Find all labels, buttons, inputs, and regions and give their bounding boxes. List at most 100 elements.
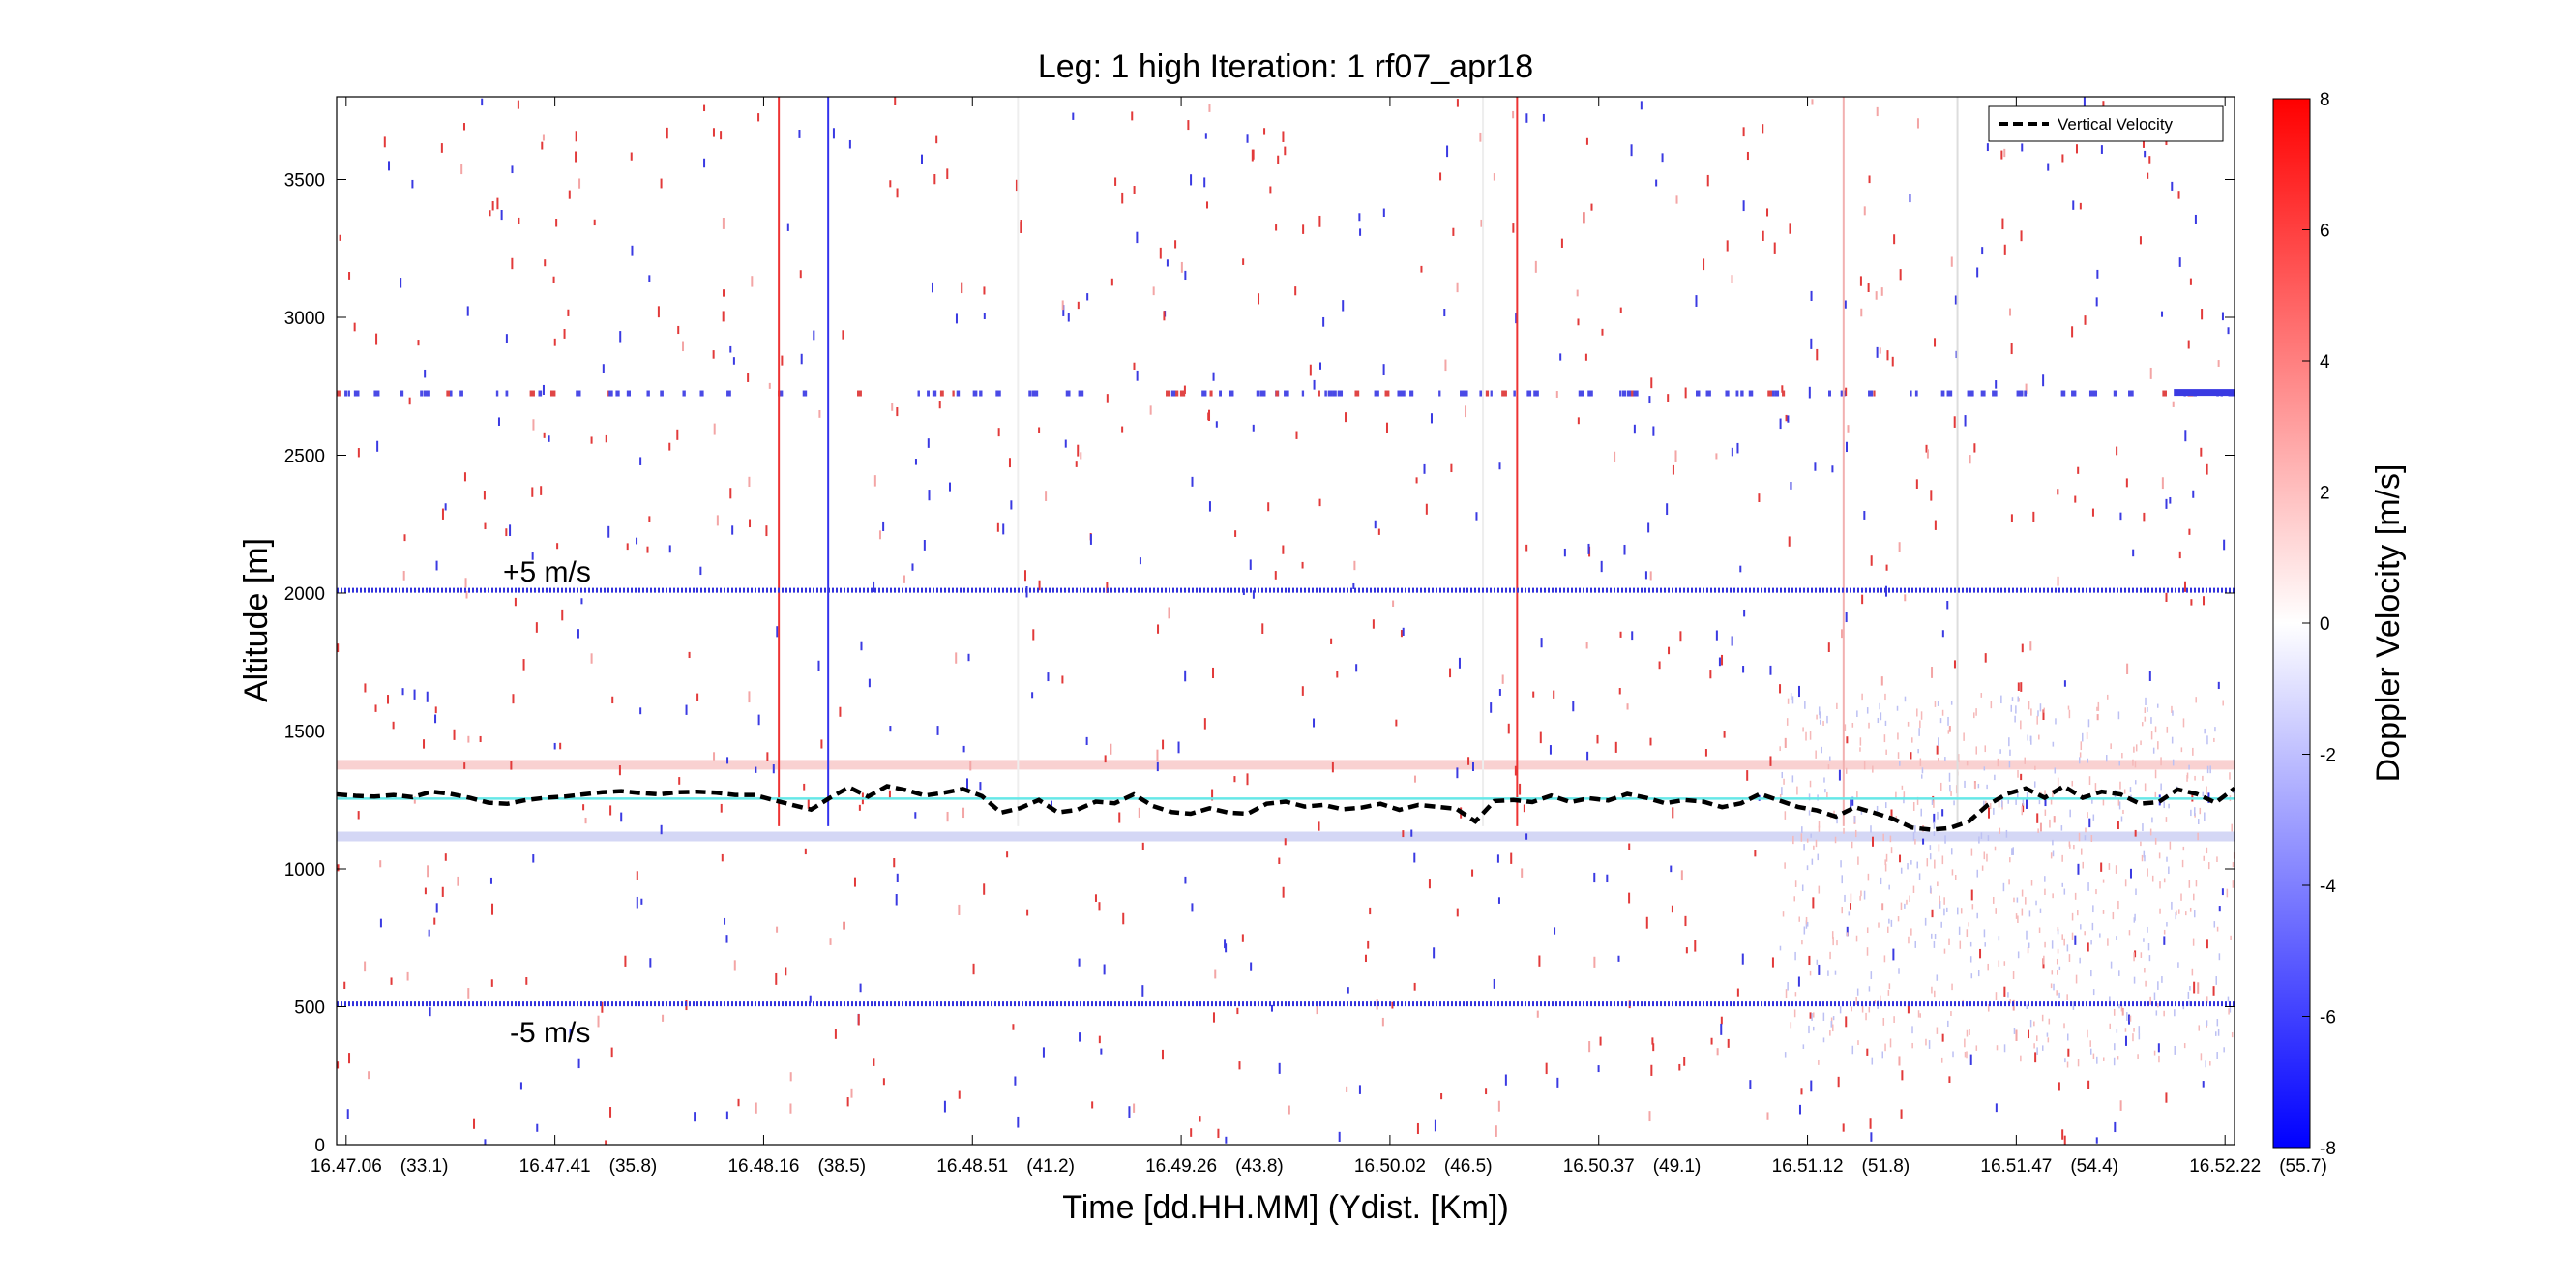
speckle — [624, 955, 627, 967]
speckle — [873, 475, 876, 487]
speckle — [1647, 522, 1650, 533]
speckle — [619, 331, 622, 343]
patch-speckle — [2086, 731, 2088, 740]
patch-speckle — [2118, 761, 2120, 766]
speckle — [1870, 1132, 1873, 1142]
patch-speckle — [2060, 825, 2063, 831]
stripe-speck — [1438, 390, 1441, 397]
speckle — [368, 1071, 370, 1080]
x-tick-dist-label: (38.5) — [817, 1156, 866, 1177]
patch-speckle — [2154, 791, 2157, 798]
patch-speckle — [2049, 819, 2051, 828]
speckle — [1743, 609, 1746, 617]
patch-speckle — [2182, 718, 2185, 728]
speckle — [435, 560, 438, 571]
speckle — [1979, 948, 1982, 959]
speckle — [640, 898, 643, 905]
patch-speckle — [2071, 912, 2074, 921]
patch-speckle — [1964, 780, 1966, 788]
patch-speckle — [1878, 922, 1880, 928]
speckle — [713, 752, 716, 761]
patch-speckle — [2188, 880, 2191, 888]
patch-speckle — [2112, 911, 2115, 920]
patch-speckle — [1943, 908, 1945, 916]
patch-speckle — [1781, 771, 1784, 779]
patch-speckle — [2005, 829, 2008, 838]
speckle — [676, 429, 679, 440]
x-tick-dist-label: (43.8) — [1235, 1156, 1284, 1177]
patch-speckle — [2095, 888, 2097, 895]
speckle — [1670, 865, 1673, 873]
patch-speckle — [2117, 900, 2119, 910]
speckle — [660, 824, 663, 835]
speckle — [522, 659, 525, 671]
patch-speckle — [2134, 761, 2137, 768]
speckle — [1519, 783, 1522, 795]
patch-speckle — [2223, 1047, 2225, 1053]
patch-speckle — [1933, 831, 1936, 836]
patch-speckle — [2052, 893, 2054, 899]
speckle — [1514, 765, 1517, 776]
patch-speckle — [1943, 948, 1946, 954]
patch-speckle — [1936, 974, 1939, 981]
speckle — [1456, 282, 1459, 293]
speckle — [1121, 192, 1124, 204]
speckle — [1984, 653, 1987, 663]
speckle — [1614, 451, 1616, 462]
speckle — [1208, 104, 1211, 112]
patch-speckle — [1996, 1045, 1999, 1051]
speckle — [2147, 172, 2149, 179]
patch-speckle — [2026, 791, 2028, 799]
patch-speckle — [2168, 803, 2170, 809]
speckle — [511, 165, 514, 174]
patch-speckle — [2061, 934, 2063, 940]
x-tick-label: 16.49.26 — [1145, 1156, 1217, 1177]
patch-speckle — [1889, 1038, 1892, 1048]
speckle — [484, 522, 487, 530]
speckle — [1586, 751, 1589, 761]
patch-speckle — [2145, 697, 2147, 706]
patch-speckle — [1859, 895, 1861, 901]
speckle — [1456, 908, 1459, 917]
speckle — [1953, 660, 1956, 669]
x-tick-label: 16.47.06 — [311, 1156, 382, 1177]
patch-speckle — [1803, 926, 1806, 935]
patch-speckle — [2138, 1026, 2141, 1034]
speckle — [1077, 301, 1080, 310]
speckle — [510, 761, 513, 770]
speckle — [1100, 1048, 1103, 1055]
patch-speckle — [2206, 847, 2208, 854]
speckle — [1675, 195, 1678, 204]
speckle — [519, 1082, 522, 1090]
speckle — [2025, 383, 2028, 394]
speckle — [376, 440, 379, 452]
patch-speckle — [2036, 715, 2038, 725]
speckle — [1415, 477, 1418, 484]
speckle — [1212, 372, 1215, 381]
patch-speckle — [2195, 697, 2197, 703]
patch-speckle — [1888, 884, 1890, 890]
patch-speckle — [1793, 1009, 1796, 1018]
stripe-speck — [1967, 390, 1973, 397]
patch-speckle — [1815, 750, 1817, 759]
patch-speckle — [2015, 705, 2017, 714]
speckle — [809, 995, 812, 1003]
speckle — [402, 570, 405, 581]
speckle — [731, 525, 734, 535]
patch-speckle — [1793, 896, 1795, 902]
speckle — [1652, 1043, 1655, 1052]
patch-speckle — [1911, 737, 1913, 743]
patch-speckle — [2149, 828, 2152, 836]
speckle — [983, 883, 986, 895]
patch-speckle — [1929, 885, 1932, 893]
patch-speckle — [2115, 865, 2117, 874]
patch-speckle — [2073, 844, 2075, 850]
patch-speckle — [1933, 800, 1935, 808]
speckle — [626, 543, 629, 551]
patch-speckle — [2036, 1035, 2038, 1042]
colorbar-tick-label: 6 — [2320, 222, 2330, 242]
speckle — [832, 128, 835, 139]
speckle — [722, 311, 725, 322]
patch-speckle — [1881, 1051, 1884, 1059]
